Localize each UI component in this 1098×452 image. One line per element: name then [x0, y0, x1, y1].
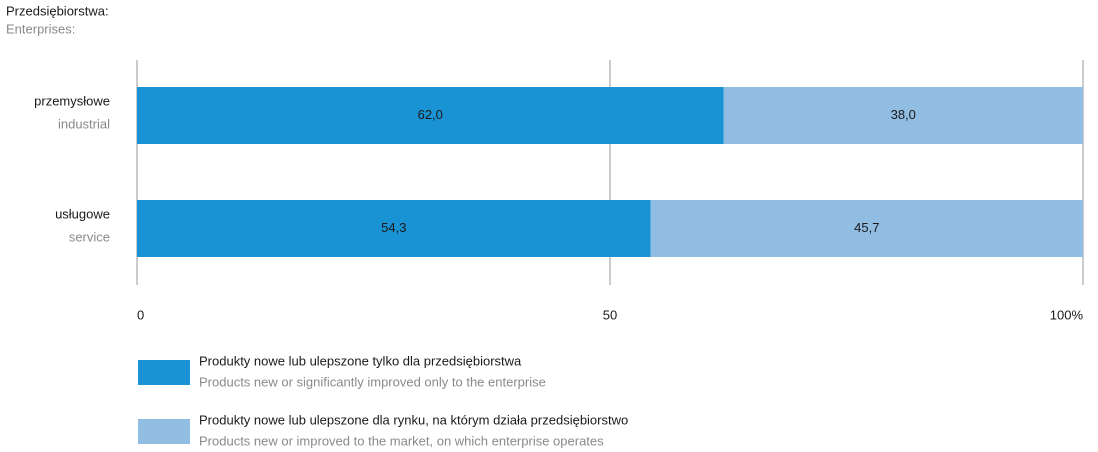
axis-title-en: Enterprises:: [6, 21, 75, 36]
legend-swatch: [138, 419, 190, 444]
bar-segment: [137, 200, 651, 257]
category-label-en: industrial: [58, 116, 110, 131]
value-label: 38,0: [891, 107, 916, 122]
category-label-en: service: [69, 229, 110, 244]
legend-label-en: Products new or significantly improved o…: [199, 374, 546, 389]
value-label: 62,0: [418, 107, 443, 122]
x-tick-label: 100%: [1050, 307, 1084, 322]
bar-segment: [723, 87, 1083, 144]
value-label: 54,3: [381, 220, 406, 235]
legend-label: Produkty nowe lub ulepszone dla rynku, n…: [199, 412, 628, 427]
legend-label: Produkty nowe lub ulepszone tylko dla pr…: [199, 353, 522, 368]
bar-segment: [650, 200, 1083, 257]
axis-title: Przedsiębiorstwa:: [6, 3, 109, 18]
x-tick-label: 50: [603, 307, 617, 322]
bar-segment: [137, 87, 724, 144]
legend-label-en: Products new or improved to the market, …: [199, 433, 604, 448]
value-label: 45,7: [854, 220, 879, 235]
category-label: usługowe: [55, 206, 110, 221]
category-label: przemysłowe: [34, 93, 110, 108]
legend-swatch: [138, 360, 190, 385]
x-tick-label: 0: [137, 307, 144, 322]
